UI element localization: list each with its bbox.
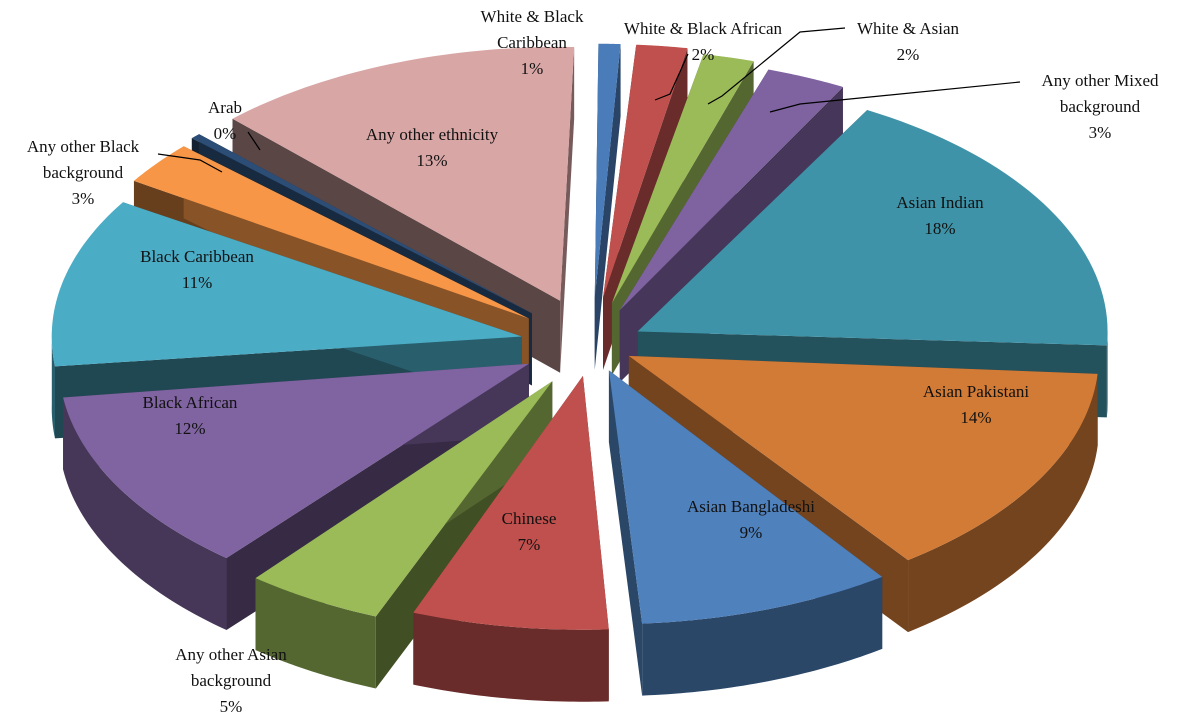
slice-name-line: White & Black bbox=[481, 7, 584, 26]
pie-slice-top bbox=[191, 134, 532, 314]
pie-slice-outer-wall bbox=[63, 397, 227, 631]
pie-slice-asian-bangladeshi bbox=[608, 370, 883, 696]
slice-percent: 3% bbox=[72, 189, 95, 208]
slice-name-line: Black Caribbean bbox=[140, 247, 254, 266]
leader-line bbox=[247, 131, 261, 151]
slice-name-line: Any other Black bbox=[27, 137, 140, 156]
slice-percent: 9% bbox=[740, 523, 763, 542]
pie-slice-white-and-black-caribbean bbox=[594, 43, 621, 370]
slice-name-line: Asian Bangladeshi bbox=[687, 497, 815, 516]
pie-slice-outer-wall bbox=[51, 332, 55, 439]
pie-slice-top bbox=[51, 202, 522, 367]
pie-slice-top bbox=[594, 43, 621, 298]
data-label-chinese: Chinese 7% bbox=[502, 509, 557, 554]
pie-slice-outer-wall bbox=[413, 612, 609, 702]
slice-name-line: Chinese bbox=[502, 509, 557, 528]
slice-name-line: background bbox=[191, 671, 272, 690]
slice-name-line: Any other Asian bbox=[175, 645, 287, 664]
data-label-asian-bangladeshi: Asian Bangladeshi 9% bbox=[687, 497, 815, 542]
slice-percent: 7% bbox=[518, 535, 541, 554]
data-label-black-caribbean: Black Caribbean 11% bbox=[140, 247, 254, 292]
slice-percent: 1% bbox=[521, 59, 544, 78]
pie-slice-top bbox=[413, 375, 609, 630]
pie-slice-top bbox=[63, 363, 529, 559]
pie-slice-outer-wall bbox=[255, 578, 376, 689]
slice-name-line: Black African bbox=[143, 393, 238, 412]
slice-name-line: Asian Indian bbox=[896, 193, 984, 212]
slice-percent: 14% bbox=[960, 408, 991, 427]
pie-slice-outer-wall bbox=[642, 576, 883, 696]
slice-name-line: background bbox=[43, 163, 124, 182]
slice-name-line: White & Black African bbox=[624, 19, 783, 38]
leader-line bbox=[654, 53, 689, 101]
slice-percent: 0% bbox=[214, 124, 237, 143]
slice-percent: 3% bbox=[1089, 123, 1112, 142]
slice-percent: 13% bbox=[416, 151, 447, 170]
data-label-asian-indian: Asian Indian 18% bbox=[896, 193, 984, 238]
slice-percent: 5% bbox=[220, 697, 243, 716]
slice-name-line: Any other Mixed bbox=[1041, 71, 1159, 90]
data-label-any-other-asian-background: Any other Asian background 5% bbox=[175, 645, 287, 716]
slice-percent: 12% bbox=[174, 419, 205, 438]
pie-slice-side bbox=[594, 44, 621, 370]
pie-slice-top bbox=[608, 370, 883, 624]
pie-slice-top bbox=[603, 44, 688, 298]
slice-percent: 11% bbox=[182, 273, 213, 292]
leader-line bbox=[157, 153, 223, 173]
pie-slice-top bbox=[637, 110, 1108, 346]
pie-slice-side bbox=[608, 370, 643, 696]
slice-name-line: background bbox=[1060, 97, 1141, 116]
data-label-asian-pakistani: Asian Pakistani 14% bbox=[923, 382, 1030, 427]
leader-line bbox=[769, 81, 1021, 113]
data-label-black-african: Black African 12% bbox=[143, 393, 238, 438]
data-label-white-and-black-caribbean: White & Black Caribbean 1% bbox=[481, 7, 584, 78]
data-label-any-other-mixed-background: Any other Mixed background 3% bbox=[1041, 71, 1159, 142]
pie-slice-any-other-asian-background bbox=[255, 381, 553, 689]
pie-slice-top bbox=[628, 355, 1098, 561]
pie-slice-chinese bbox=[413, 375, 609, 702]
slice-name-line: Caribbean bbox=[497, 33, 567, 52]
pie-slice-top bbox=[611, 54, 754, 304]
slice-name-line: Asian Pakistani bbox=[923, 382, 1030, 401]
data-label-any-other-black-background: Any other Black background 3% bbox=[27, 137, 140, 208]
slice-percent: 18% bbox=[924, 219, 955, 238]
data-label-white-and-black-african: White & Black African 2% bbox=[624, 19, 783, 64]
data-label-any-other-ethnicity: Any other ethnicity 13% bbox=[366, 125, 499, 170]
pie-slice-side bbox=[560, 47, 575, 373]
slice-name-line: White & Asian bbox=[857, 19, 959, 38]
pie-slice-outer-wall bbox=[908, 373, 1098, 633]
slice-name-line: Arab bbox=[208, 98, 242, 117]
data-label-arab: Arab 0% bbox=[208, 98, 242, 143]
slice-name-line: Any other ethnicity bbox=[366, 125, 499, 144]
pie-slice-top bbox=[619, 69, 843, 311]
slice-percent: 2% bbox=[897, 45, 920, 64]
slice-percent: 2% bbox=[692, 45, 715, 64]
pie-slice-outer-wall bbox=[1106, 331, 1108, 418]
data-label-white-and-asian: White & Asian 2% bbox=[857, 19, 959, 64]
leader-line bbox=[707, 27, 846, 105]
pie-slice-top bbox=[255, 381, 553, 617]
pie-slice-top bbox=[232, 46, 575, 301]
pie-slice-top bbox=[133, 146, 529, 319]
